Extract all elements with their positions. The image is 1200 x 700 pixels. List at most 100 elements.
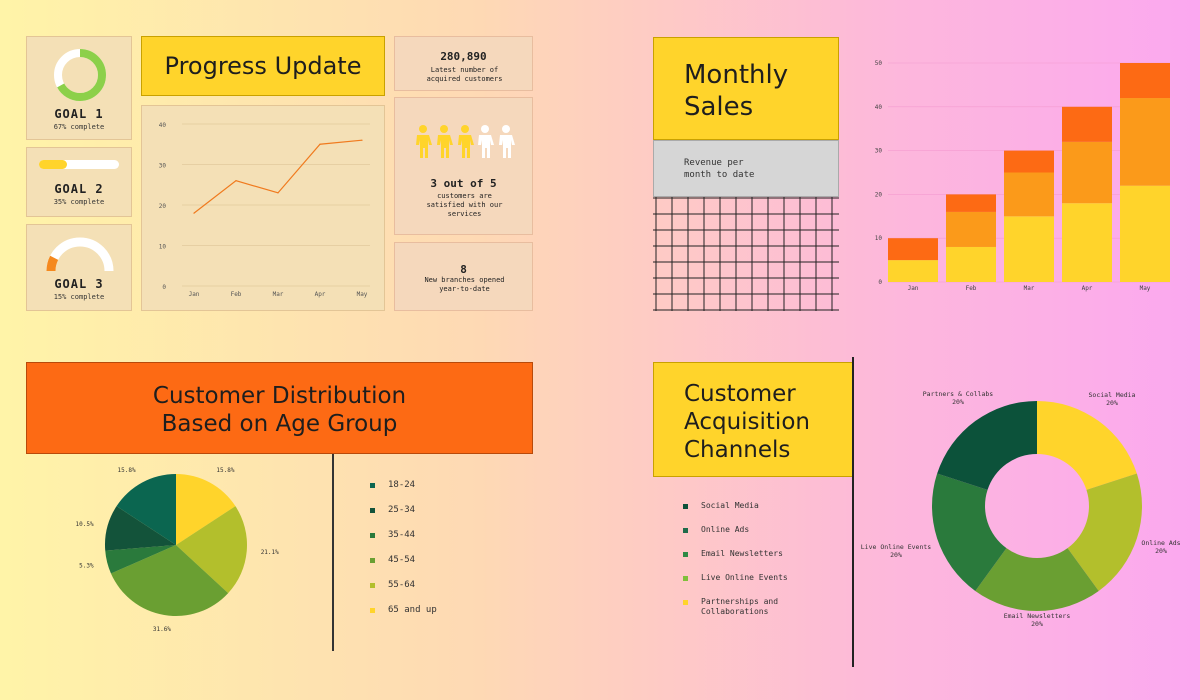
y-tick-label: 40 xyxy=(875,104,883,111)
pie-slice xyxy=(176,474,236,545)
slice-value-label: 20% xyxy=(890,551,902,559)
channels-title-line3: Channels xyxy=(684,437,791,463)
progress-title-box: Progress Update xyxy=(141,36,385,96)
channels-title-line2: Acquisition xyxy=(684,409,810,435)
age-title-line2: Based on Age Group xyxy=(161,411,398,437)
x-tick-label: Apr xyxy=(1082,285,1093,292)
person-icon xyxy=(436,125,453,158)
goal-1-ring xyxy=(54,49,106,101)
y-tick-label: 30 xyxy=(159,163,167,170)
monthly-subtitle-line2: month to date xyxy=(684,170,755,180)
goal-2-card: GOAL 2 35% complete xyxy=(26,147,132,217)
goal-3-card: GOAL 3 15% complete xyxy=(26,224,132,311)
bar-segment xyxy=(946,194,996,212)
age-divider xyxy=(332,454,334,651)
line-chart: 0 10 20 30 40 Jan Feb Mar Apr May xyxy=(159,122,370,298)
bar-segment xyxy=(946,211,996,247)
bar-segment xyxy=(1004,172,1054,217)
channels-legend: Social Media Online Ads Email Newsletters L… xyxy=(675,497,845,627)
person-icon xyxy=(478,125,495,158)
monthly-title-box: Monthly Sales xyxy=(653,37,839,140)
goal-2-bar-track xyxy=(39,160,119,169)
legend-swatch xyxy=(370,608,375,613)
y-tick-label: 50 xyxy=(875,60,883,67)
y-tick-label: 20 xyxy=(159,203,167,210)
donut-slice xyxy=(931,473,1007,591)
slice-label: 21.1% xyxy=(261,549,279,556)
bar-segment xyxy=(1062,106,1112,142)
donut-slice xyxy=(1037,401,1137,490)
x-tick-label: May xyxy=(357,291,368,298)
legend-label: 55-64 xyxy=(388,580,416,590)
customers-value: 280,890 xyxy=(440,50,487,63)
goal-1-title: GOAL 1 xyxy=(54,107,104,121)
slice-name-label: Online Ads xyxy=(1141,539,1180,547)
slice-label: 5.3% xyxy=(79,563,94,570)
data-point xyxy=(235,180,237,182)
satisfaction-label: customers are satisfied with our service… xyxy=(426,192,503,218)
legend-swatch xyxy=(370,583,375,588)
legend-swatch xyxy=(370,508,375,513)
age-title-box: Customer Distribution Based on Age Group xyxy=(26,362,533,454)
slice-name-label: Live Online Events xyxy=(861,543,932,551)
y-tick-label: 20 xyxy=(875,191,883,198)
progress-title: Progress Update xyxy=(164,52,362,80)
legend-swatch xyxy=(683,576,688,581)
person-icon xyxy=(416,125,432,158)
goal-2-sub: 35% complete xyxy=(53,198,105,206)
slice-label: 15.8% xyxy=(118,467,136,474)
goal-1-card: GOAL 1 67% complete xyxy=(26,36,132,140)
x-tick-label: Mar xyxy=(1024,285,1035,292)
legend-swatch xyxy=(370,558,375,563)
monthly-title-line1: Monthly xyxy=(684,60,789,90)
branches-stat-card: 8 New branches opened year-to-date xyxy=(394,242,533,311)
bar-segment xyxy=(1120,63,1170,99)
legend-label: 65 and up xyxy=(388,605,437,615)
legend-swatch xyxy=(683,552,688,557)
donut-slice xyxy=(975,548,1099,612)
slice-value-label: 20% xyxy=(1031,620,1043,628)
data-point xyxy=(193,212,195,214)
slice-value-label: 20% xyxy=(952,398,964,406)
pie-slice xyxy=(110,545,229,617)
bar-segment xyxy=(1062,203,1112,282)
pie-slice xyxy=(176,506,248,594)
line-chart-card: 0 10 20 30 40 Jan Feb Mar Apr May xyxy=(141,105,385,311)
x-tick-label: Mar xyxy=(273,291,284,298)
goal-2-title: GOAL 2 xyxy=(54,182,104,196)
slice-name-label: Email Newsletters xyxy=(1004,612,1071,620)
satisfaction-value: 3 out of 5 xyxy=(430,177,497,190)
slice-label: 31.6% xyxy=(153,626,171,633)
legend-swatch xyxy=(683,528,688,533)
branches-value: 8 xyxy=(460,263,467,276)
y-tick-label: 0 xyxy=(878,279,882,286)
slice-name-label: Social Media xyxy=(1089,391,1136,399)
channels-divider xyxy=(852,357,854,667)
y-tick-label: 30 xyxy=(875,148,883,155)
legend-label: Collaborations xyxy=(701,607,769,616)
monthly-subtitle-line1: Revenue per xyxy=(684,158,744,168)
customers-stat-card: 280,890 Latest number of acquired custom… xyxy=(394,36,533,91)
stacked-bar-chart: 0 10 20 30 40 50 Jan Feb Mar Apr May xyxy=(875,60,1170,292)
x-tick-label: Apr xyxy=(315,291,326,298)
goal-3-sub: 15% complete xyxy=(53,293,105,301)
x-tick-label: May xyxy=(1140,285,1151,292)
bar-segment xyxy=(1062,141,1112,204)
legend-label: Social Media xyxy=(701,501,759,510)
legend-swatch xyxy=(370,533,375,538)
person-icon xyxy=(499,125,516,158)
y-tick-label: 10 xyxy=(875,235,883,242)
goal-3-gauge xyxy=(46,237,114,272)
decorative-grid xyxy=(653,197,839,311)
x-tick-label: Jan xyxy=(908,285,919,292)
y-tick-label: 10 xyxy=(159,244,167,251)
branches-label: New branches opened year-to-date xyxy=(424,276,505,293)
pie-slice xyxy=(105,545,176,574)
legend-label: Partnerships and xyxy=(701,597,779,606)
satisfaction-stat-card: 3 out of 5 customers are satisfied with … xyxy=(394,97,533,235)
bar-segment xyxy=(1004,150,1054,173)
data-point xyxy=(361,139,363,141)
slice-label: 15.8% xyxy=(216,467,234,474)
data-point xyxy=(319,143,321,145)
